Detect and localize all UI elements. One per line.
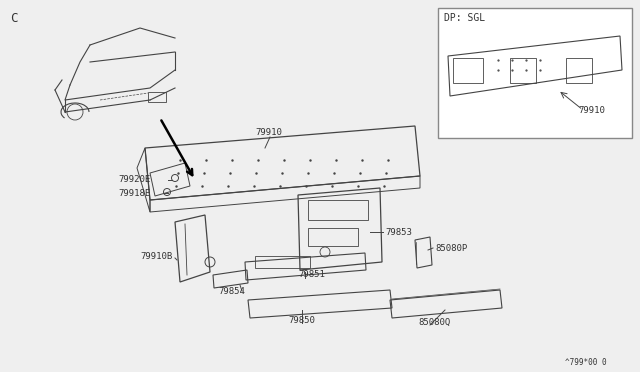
Text: 79910: 79910: [255, 128, 282, 137]
Bar: [255, 256, 310, 268]
Text: ^799*00 0: ^799*00 0: [565, 358, 607, 367]
Bar: [438, 8, 632, 138]
Text: 79920E: 79920E: [118, 175, 150, 184]
Text: 79854: 79854: [218, 287, 245, 296]
Text: 79918E: 79918E: [118, 189, 150, 198]
Text: 85080Q: 85080Q: [418, 318, 451, 327]
Text: 79910: 79910: [578, 106, 605, 115]
Bar: [308, 228, 358, 246]
Bar: [308, 200, 368, 220]
Text: C: C: [10, 12, 17, 25]
Bar: [453, 58, 483, 83]
Bar: [566, 58, 592, 83]
Text: 79853: 79853: [385, 228, 412, 237]
Text: 79910B: 79910B: [140, 252, 172, 261]
Text: 85080P: 85080P: [435, 244, 467, 253]
Bar: [510, 58, 536, 83]
Text: DP: SGL: DP: SGL: [444, 13, 485, 23]
Text: 79850: 79850: [288, 316, 315, 325]
Text: 79851: 79851: [298, 270, 325, 279]
Bar: [148, 92, 166, 102]
